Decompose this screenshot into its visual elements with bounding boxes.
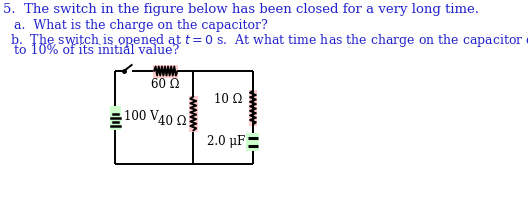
Text: 2.0 μF: 2.0 μF xyxy=(207,135,245,149)
Bar xyxy=(247,133,259,151)
Bar xyxy=(110,106,121,130)
Text: to 10% of its initial value?: to 10% of its initial value? xyxy=(14,44,180,57)
Bar xyxy=(249,89,257,125)
Text: 10 Ω: 10 Ω xyxy=(214,93,242,106)
Text: 100 V: 100 V xyxy=(124,110,158,122)
Text: 60 Ω: 60 Ω xyxy=(152,78,180,91)
Text: 5.  The switch in the figure below has been closed for a very long time.: 5. The switch in the figure below has be… xyxy=(3,3,479,16)
Bar xyxy=(189,95,197,132)
Text: 40 Ω: 40 Ω xyxy=(158,115,187,128)
Text: a.  What is the charge on the capacitor?: a. What is the charge on the capacitor? xyxy=(14,19,268,32)
Bar xyxy=(154,65,178,78)
Text: b.  The switch is opened at $t = 0$ s.  At what time has the charge on the capac: b. The switch is opened at $t = 0$ s. At… xyxy=(11,32,528,49)
